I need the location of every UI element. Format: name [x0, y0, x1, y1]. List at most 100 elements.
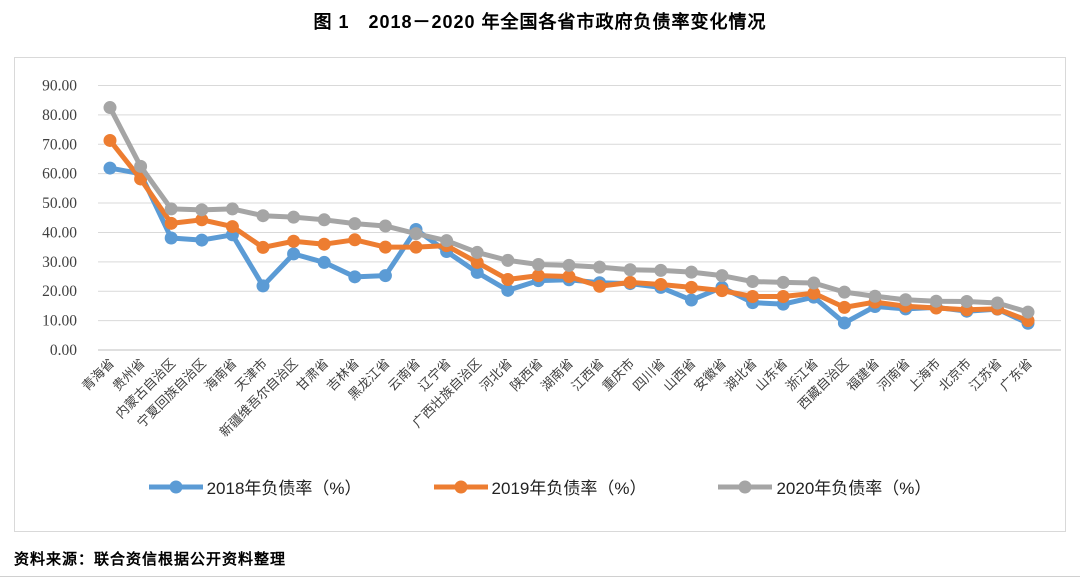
- data-point-2019-重庆市: [623, 275, 637, 289]
- data-point-2018-青海省: [103, 161, 117, 175]
- x-axis-category-label: 河北省: [477, 356, 515, 394]
- data-point-2018-山西省: [684, 293, 698, 307]
- data-point-2019-四川省: [654, 277, 668, 291]
- data-point-2020-云南省: [409, 227, 423, 241]
- x-axis-category-label: 河南省: [875, 356, 913, 394]
- data-point-2020-河北省: [501, 253, 515, 267]
- data-point-2020-新疆维吾尔自治区: [287, 210, 301, 224]
- data-point-2018-吉林省: [348, 270, 362, 284]
- series-line-2019: [107, 137, 1031, 324]
- x-axis-category-label: 江苏省: [966, 356, 1004, 394]
- data-point-2018-西藏自治区: [837, 316, 851, 330]
- data-point-2019-贵州省: [134, 172, 148, 186]
- data-point-2020-湖北省: [746, 275, 760, 289]
- data-point-2020-浙江省: [807, 276, 821, 290]
- data-point-2020-安徽省: [715, 269, 729, 283]
- x-axis-category-label: 北京市: [936, 356, 974, 394]
- data-point-2020-江苏省: [990, 296, 1004, 310]
- data-point-2020-青海省: [103, 101, 117, 115]
- x-axis-category-label: 广东省: [997, 356, 1035, 394]
- data-point-2020-西藏自治区: [837, 285, 851, 299]
- data-point-2019-湖北省: [746, 290, 760, 304]
- data-point-2020-重庆市: [623, 263, 637, 277]
- data-point-2020-辽宁省: [440, 234, 454, 248]
- data-point-2020-宁夏回族自治区: [195, 203, 209, 217]
- legend-marker-2019-icon: [433, 480, 488, 493]
- chart-frame: 0.00 10.00 20.00 30.00 40.00 50.00 60.00 70.00 8…: [14, 57, 1066, 532]
- data-point-2019-西藏自治区: [837, 300, 851, 314]
- data-point-2018-河北省: [501, 283, 515, 297]
- data-point-2019-河北省: [501, 272, 515, 286]
- y-axis-tick-label: 50.00: [42, 195, 77, 212]
- y-axis-tick-label: 70.00: [42, 136, 77, 153]
- data-point-2020-上海市: [929, 294, 943, 308]
- legend-label-2020: 2020年负债率（%）: [776, 479, 932, 498]
- data-point-2019-天津市: [256, 240, 270, 254]
- data-point-2020-黑龙江省: [378, 219, 392, 233]
- x-axis-category-label: 四川省: [630, 356, 668, 394]
- legend-marker-2020-icon: [718, 480, 773, 493]
- line-chart-plot: 0.00 10.00 20.00 30.00 40.00 50.00 60.00 70.00 8…: [42, 78, 1061, 440]
- data-point-2020-陕西省: [531, 257, 545, 271]
- data-point-2020-广东省: [1021, 305, 1035, 319]
- data-point-2020-河南省: [899, 293, 913, 307]
- y-axis-tick-label: 10.00: [42, 313, 77, 330]
- y-axis-tick-label: 90.00: [42, 78, 77, 95]
- data-point-2019-山东省: [776, 290, 790, 304]
- data-point-2019-浙江省: [807, 286, 821, 300]
- data-point-2020-山西省: [684, 265, 698, 279]
- data-point-2019-湖南省: [562, 270, 576, 284]
- x-axis-category-label: 云南省: [385, 356, 423, 394]
- y-axis-tick-label: 30.00: [42, 254, 77, 271]
- x-axis-category-label: 湖南省: [538, 356, 576, 394]
- data-point-2020-天津市: [256, 209, 270, 223]
- data-point-2019-云南省: [409, 240, 423, 254]
- x-axis-category-label: 陕西省: [507, 356, 545, 394]
- x-axis-category-label: 重庆市: [599, 356, 637, 394]
- x-axis-category-label: 甘肃省: [293, 356, 331, 394]
- data-point-2019-宁夏回族自治区: [195, 213, 209, 227]
- data-point-2019-江西省: [593, 279, 607, 293]
- data-point-2019-安徽省: [715, 284, 729, 298]
- x-axis-category-label: 湖北省: [722, 356, 760, 394]
- legend-label-2018: 2018年负债率（%）: [206, 479, 362, 498]
- legend-marker-2018-icon: [148, 480, 203, 493]
- x-axis-category-label: 山西省: [660, 356, 698, 394]
- data-point-2020-广西壮族自治区: [470, 245, 484, 259]
- legend-entry-2018: 2018年负债率（%）: [148, 474, 362, 499]
- y-axis-tick-label: 40.00: [42, 224, 77, 241]
- legend-entry-2019: 2019年负债率（%）: [433, 474, 647, 499]
- x-axis-category-label: 海南省: [201, 356, 239, 394]
- data-point-2020-山东省: [776, 275, 790, 289]
- legend-label-2019: 2019年负债率（%）: [491, 479, 647, 498]
- source-note: 资料来源：联合资信根据公开资料整理: [14, 552, 287, 568]
- y-axis-tick-label: 60.00: [42, 166, 77, 183]
- data-point-2019-陕西省: [531, 269, 545, 283]
- data-point-2020-吉林省: [348, 217, 362, 231]
- legend-entry-2020: 2020年负债率（%）: [718, 474, 931, 499]
- x-axis-category-label: 安徽省: [691, 356, 729, 394]
- data-point-2019-内蒙古自治区: [164, 216, 178, 230]
- data-point-2020-贵州省: [134, 159, 148, 173]
- chart-title: 图 1 2018－2020 年全国各省市政府负债率变化情况: [313, 12, 767, 32]
- data-point-2019-甘肃省: [317, 237, 331, 251]
- chart-legend: 2018年负债率（%） 2019年负债率（%） 2020年负债率（%）: [15, 474, 1065, 499]
- data-point-2019-山西省: [684, 280, 698, 294]
- y-axis-tick-label: 20.00: [42, 283, 77, 300]
- y-axis-tick-label: 80.00: [42, 107, 77, 124]
- bottom-divider: [0, 576, 1080, 577]
- data-point-2019-新疆维吾尔自治区: [287, 234, 301, 248]
- data-point-2020-湖南省: [562, 258, 576, 272]
- data-point-2019-青海省: [103, 133, 117, 147]
- data-point-2020-内蒙古自治区: [164, 202, 178, 216]
- data-point-2020-海南省: [225, 202, 239, 216]
- data-point-2018-天津市: [256, 279, 270, 293]
- data-point-2018-宁夏回族自治区: [195, 233, 209, 247]
- x-axis-category-label: 上海市: [905, 356, 943, 394]
- data-point-2018-黑龙江省: [378, 269, 392, 283]
- y-axis-tick-label: 0.00: [50, 342, 77, 359]
- x-axis-category-label: 江西省: [569, 356, 607, 394]
- data-point-2020-江西省: [593, 260, 607, 274]
- data-point-2020-四川省: [654, 263, 668, 277]
